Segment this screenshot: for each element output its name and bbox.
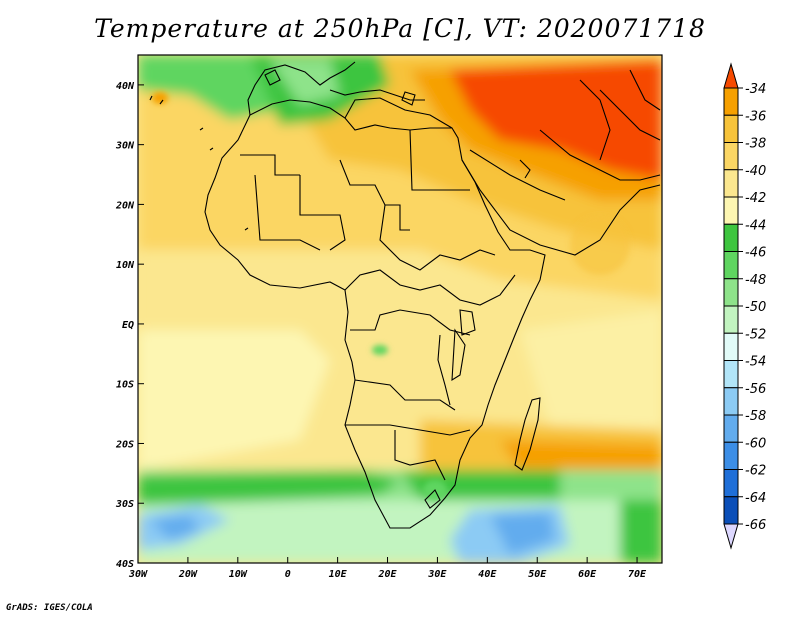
lon-tick-label: 70E <box>628 569 647 580</box>
colorbar-swatch <box>723 223 739 252</box>
lat-tick-label: 30S <box>115 499 134 510</box>
lon-tick-label: 0 <box>285 569 291 580</box>
colorbar-label: -50 <box>745 300 766 315</box>
temperature-field <box>138 55 662 563</box>
colorbar: -34 -36 -38 -40 -42 -44 -46 -48 -50 -52 -54 -56 -58 -… <box>723 62 766 550</box>
colorbar-label: -44 <box>745 218 766 233</box>
colorbar-label: -52 <box>745 327 766 342</box>
colorbar-bottom-arrow <box>723 523 739 550</box>
colorbar-swatch <box>723 196 739 225</box>
colorbar-swatch <box>723 414 739 443</box>
colorbar-top-arrow <box>723 62 739 89</box>
map-frame <box>137 54 663 564</box>
colorbar-label: -56 <box>745 382 766 397</box>
latitude-axis: 40N 30N 20N 10N EQ 10S 20S 30S 40S <box>115 81 144 570</box>
map-title: Temperature at 250hPa [C], VT: 202007171… <box>94 14 706 43</box>
colorbar-swatch <box>723 441 739 470</box>
coastlines-and-borders <box>149 61 661 529</box>
lon-tick-label: 10W <box>229 569 248 580</box>
colorbar-label: -62 <box>745 464 766 479</box>
colorbar-swatch <box>723 169 739 198</box>
colorbar-label: -40 <box>745 164 766 179</box>
lat-tick-label: 10N <box>116 260 135 271</box>
colorbar-label: -42 <box>745 191 766 206</box>
colorbar-swatch <box>723 114 739 143</box>
lat-tick-label: 30N <box>115 141 135 152</box>
lon-tick-label: 30E <box>427 569 447 580</box>
colorbar-label: -66 <box>745 518 766 533</box>
lon-tick-label: 60E <box>578 569 597 580</box>
colorbar-swatch <box>723 87 739 116</box>
longitude-axis: 30W 20W 10W 0 10E 20E 30E 40E 50E 60E 70E <box>128 557 647 580</box>
lon-tick-label: 30W <box>128 569 148 580</box>
lat-tick-label: EQ <box>122 320 134 331</box>
colorbar-label: -64 <box>745 491 766 506</box>
colorbar-label: -36 <box>745 109 766 124</box>
colorbar-label: -60 <box>745 436 766 451</box>
lat-tick-label: 20S <box>115 439 134 450</box>
colorbar-swatch <box>723 332 739 361</box>
lon-tick-label: 50E <box>528 569 547 580</box>
colorbar-swatch <box>723 496 739 525</box>
colorbar-label: -48 <box>745 273 766 288</box>
colorbar-swatch <box>723 305 739 334</box>
lat-tick-label: 40N <box>116 81 135 92</box>
colorbar-label: -38 <box>745 137 766 152</box>
colorbar-swatch <box>723 251 739 280</box>
colorbar-label: -58 <box>745 409 766 424</box>
lat-tick-label: 40S <box>116 559 134 570</box>
colorbar-swatch <box>723 387 739 416</box>
lat-tick-label: 20N <box>115 200 135 211</box>
colorbar-label: -46 <box>745 246 766 261</box>
colorbar-label: -34 <box>745 82 766 97</box>
lat-tick-label: 10S <box>116 380 134 391</box>
lon-tick-label: 40E <box>478 569 497 580</box>
colorbar-swatch <box>723 469 739 498</box>
lon-tick-label: 20E <box>377 569 397 580</box>
lon-tick-label: 20W <box>178 569 198 580</box>
colorbar-swatch <box>723 278 739 307</box>
colorbar-swatch <box>723 360 739 389</box>
lon-tick-label: 10E <box>329 569 348 580</box>
colorbar-label: -54 <box>745 355 766 370</box>
grads-credit: GrADS: IGES/COLA <box>6 603 93 613</box>
colorbar-swatch <box>723 142 739 171</box>
